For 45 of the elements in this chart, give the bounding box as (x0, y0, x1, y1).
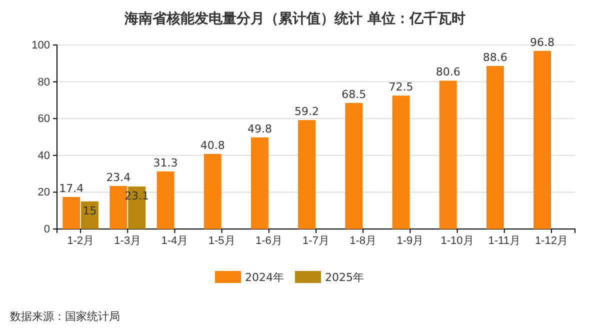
y-tick-label: 60 (38, 113, 50, 126)
x-tick-label: 1-8月 (350, 234, 377, 247)
data-label: 96.8 (530, 36, 555, 49)
bar (534, 50, 551, 229)
bar (81, 201, 98, 229)
legend-label: 2024年 (245, 271, 284, 284)
data-label: 15 (82, 204, 97, 218)
x-tick-label: 1-9月 (396, 234, 424, 247)
data-label: 49.8 (247, 122, 272, 136)
x-tick-label: 1-10月 (440, 234, 474, 247)
data-label: 23.4 (106, 170, 131, 184)
data-label: 88.6 (482, 50, 508, 64)
bar (345, 102, 363, 229)
bar (110, 186, 128, 229)
x-tick-label: 1-5月 (208, 234, 236, 247)
data-label: 31.3 (153, 156, 178, 170)
data-label: 40.8 (200, 138, 225, 152)
x-tick-label: 1-4月 (161, 234, 188, 247)
bar (439, 80, 457, 229)
x-tick-label: 1-7月 (302, 234, 330, 247)
data-label: 80.6 (436, 66, 460, 79)
y-tick-label: 100 (32, 40, 50, 52)
data-label: 17.4 (59, 182, 84, 195)
x-tick-label: 1-2月 (67, 234, 94, 247)
data-label: 59.2 (294, 105, 320, 118)
bar (156, 171, 174, 229)
data-label: 68.5 (342, 88, 366, 101)
legend-label: 2025年 (325, 271, 364, 284)
data-label: 72.5 (388, 80, 414, 94)
y-tick-label: 80 (38, 76, 50, 88)
x-tick-label: 1-3月 (114, 234, 142, 247)
source-note: 数据来源：国家统计局 (10, 310, 120, 323)
x-tick-label: 1-6月 (255, 234, 282, 247)
bar (392, 96, 410, 229)
chart-title: 海南省核能发电量分月（累计值）统计 单位：亿千瓦时 (124, 10, 466, 27)
x-tick-label: 1-12月 (534, 234, 568, 247)
bar (486, 66, 504, 229)
x-tick-label: 1-11月 (488, 234, 520, 247)
bar (204, 154, 222, 229)
bar (62, 196, 80, 229)
y-tick-label: 40 (38, 150, 50, 162)
y-tick-label: 0 (44, 224, 50, 236)
bar (250, 137, 268, 229)
bar (298, 120, 316, 229)
y-tick-label: 20 (38, 186, 50, 199)
